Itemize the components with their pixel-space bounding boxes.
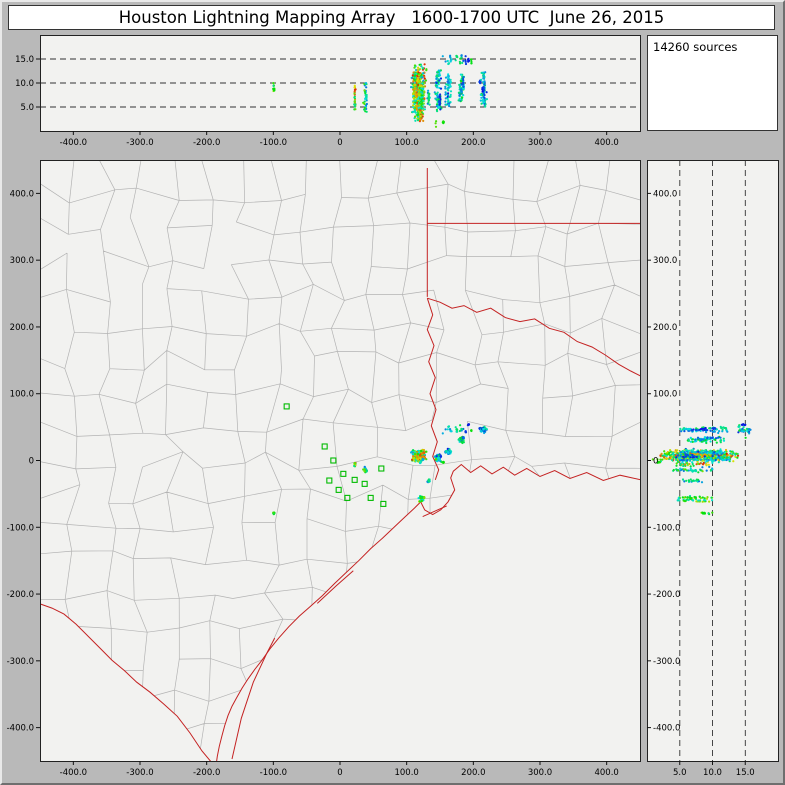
tick-label: -200.0 <box>653 590 680 600</box>
tick-label: 100.0 <box>394 768 418 778</box>
tick-label: -400.0 <box>60 138 87 148</box>
altitude-gridlines-ew <box>40 58 640 108</box>
tick-label: 100.0 <box>10 390 34 400</box>
tick-label: 15.0 <box>736 768 755 778</box>
tick-label: 100.0 <box>394 138 418 148</box>
tick-label: 5.0 <box>20 103 34 113</box>
lightning-sources-alt-ns <box>651 423 752 516</box>
tick-label: 0 <box>337 768 342 778</box>
tick-label: -400.0 <box>60 768 87 778</box>
sources-count-box: 14260 sources <box>647 35 778 131</box>
alt-ew-content <box>40 54 640 128</box>
tick-label: -300.0 <box>653 657 680 667</box>
lightning-sources-plan <box>272 423 488 516</box>
tick-label: -200.0 <box>193 768 220 778</box>
tick-label: 400.0 <box>594 768 618 778</box>
tick-label: 0 <box>337 138 342 148</box>
tick-label: 200.0 <box>461 768 485 778</box>
page-title: Houston Lightning Mapping Array 1600-170… <box>8 5 775 30</box>
tick-label: -200.0 <box>193 138 220 148</box>
tick-label: 400.0 <box>10 189 34 199</box>
tick-label: 0 <box>653 457 658 467</box>
tick-label: -300.0 <box>126 138 153 148</box>
tick-label: 0 <box>29 457 34 467</box>
tick-label: -100.0 <box>260 768 287 778</box>
plan-view-plot-area[interactable] <box>40 160 640 761</box>
tick-label: 200.0 <box>461 138 485 148</box>
tick-label: 300.0 <box>528 138 552 148</box>
tick-label: 300.0 <box>10 256 34 266</box>
tick-label: 300.0 <box>653 256 677 266</box>
tick-label: 10.0 <box>15 79 34 89</box>
state-and-coast-borders <box>40 168 640 761</box>
lightning-sources-alt-ew <box>272 54 488 128</box>
tick-label: 300.0 <box>528 768 552 778</box>
axis-labels: -400.0 -400.0 -300.0 -300.0 -200.0 -200.0 -100… <box>7 55 755 778</box>
tick-label: -400.0 <box>653 724 680 734</box>
tick-label: 100.0 <box>653 390 677 400</box>
tick-label: -200.0 <box>7 590 34 600</box>
tick-label: -100.0 <box>653 523 680 533</box>
tick-label: 200.0 <box>10 323 34 333</box>
tick-label: -100.0 <box>260 138 287 148</box>
tick-label: 5.0 <box>673 768 687 778</box>
tick-label: 400.0 <box>653 189 677 199</box>
axis-ticks <box>36 58 746 765</box>
tick-label: -300.0 <box>126 768 153 778</box>
tick-label: 10.0 <box>703 768 722 778</box>
tick-label: 400.0 <box>594 138 618 148</box>
alt-ns-content <box>651 160 752 761</box>
tick-label: 15.0 <box>15 55 34 65</box>
tick-label: -100.0 <box>7 523 34 533</box>
tick-label: -300.0 <box>7 657 34 667</box>
sources-count: 14260 sources <box>653 40 738 54</box>
lma-station-markers <box>283 403 387 507</box>
tick-label: 200.0 <box>653 323 677 333</box>
tick-label: -400.0 <box>7 724 34 734</box>
